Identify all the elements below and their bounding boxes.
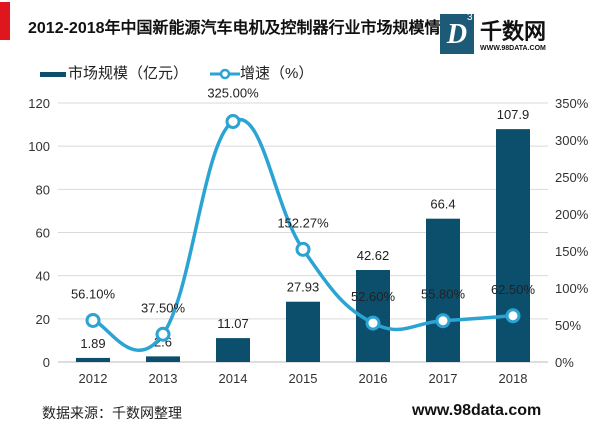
bar-data-label: 107.9 (497, 107, 530, 122)
y-left-tick-label: 0 (43, 355, 50, 370)
logo-mark: D (440, 14, 474, 54)
legend-label: 市场规模（亿元） (68, 65, 189, 82)
bar (146, 356, 180, 362)
bar-data-label: 66.4 (430, 197, 455, 212)
line-point (225, 114, 241, 129)
line-data-label: 62.50% (491, 282, 536, 297)
line-data-label: 152.27% (277, 215, 329, 230)
bar (76, 357, 110, 362)
legend-label: 增速（%） (240, 65, 314, 82)
x-tick-label: 2018 (499, 371, 528, 386)
line-data-label: 37.50% (141, 300, 186, 315)
line-point (505, 308, 521, 324)
chart-title: 2012-2018年中国新能源汽车电机及控制器行业市场规模情况 (28, 20, 457, 37)
bar (496, 129, 530, 362)
y-left-tick-label: 120 (28, 96, 50, 111)
legend-bar-swatch (40, 71, 66, 77)
site-url: www.98data.com (412, 402, 542, 419)
logo-url: WWW.98DATA.COM (480, 45, 546, 52)
bar-data-label: 27.93 (287, 280, 320, 295)
y-right-tick-label: 150% (555, 244, 589, 259)
x-tick-label: 2012 (79, 371, 108, 386)
logo: D 3 千数网 WWW.98DATA.COM (440, 12, 600, 62)
x-tick-label: 2017 (429, 371, 458, 386)
bar-data-label: 1.89 (80, 336, 105, 351)
y-right-tick-label: 200% (555, 207, 589, 222)
accent-bar (0, 2, 10, 40)
source-note: 数据来源：千数网整理 (42, 405, 182, 421)
line-point (155, 326, 171, 342)
y-left-tick-label: 60 (36, 226, 50, 241)
y-left-tick-label: 20 (36, 312, 50, 327)
y-left-tick-label: 80 (36, 182, 50, 197)
y-right-tick-label: 300% (555, 133, 589, 148)
y-left-tick-label: 100 (28, 139, 50, 154)
bar (216, 338, 250, 362)
y-right-tick-label: 0% (555, 355, 574, 370)
y-right-tick-label: 350% (555, 96, 589, 111)
legend-item-line: 增速（%） (210, 62, 313, 83)
logo-sup: 3 (467, 12, 473, 23)
x-tick-label: 2014 (219, 371, 248, 386)
bar-data-label: 11.07 (217, 316, 249, 331)
legend-line-swatch (210, 68, 240, 80)
x-tick-label: 2015 (289, 371, 318, 386)
x-tick-label: 2013 (149, 371, 178, 386)
legend-item-bar: 市场规模（亿元） (40, 62, 188, 83)
line-point (435, 313, 451, 329)
y-right-tick-label: 250% (555, 170, 589, 185)
bar-data-label: 42.62 (357, 248, 390, 263)
line-data-label: 325.00% (207, 86, 259, 101)
line-data-label: 55.80% (421, 287, 466, 302)
bar (286, 301, 320, 362)
bar (426, 218, 460, 362)
line-data-label: 52.60% (351, 289, 396, 304)
y-right-tick-label: 100% (555, 281, 589, 296)
y-left-tick-label: 40 (36, 269, 50, 284)
line-point (85, 312, 101, 328)
line-point (295, 241, 311, 257)
y-right-tick-label: 50% (555, 318, 581, 333)
line-point (365, 315, 381, 331)
line-data-label: 56.10% (71, 286, 116, 301)
logo-name: 千数网 (480, 19, 547, 44)
x-tick-label: 2016 (359, 371, 388, 386)
